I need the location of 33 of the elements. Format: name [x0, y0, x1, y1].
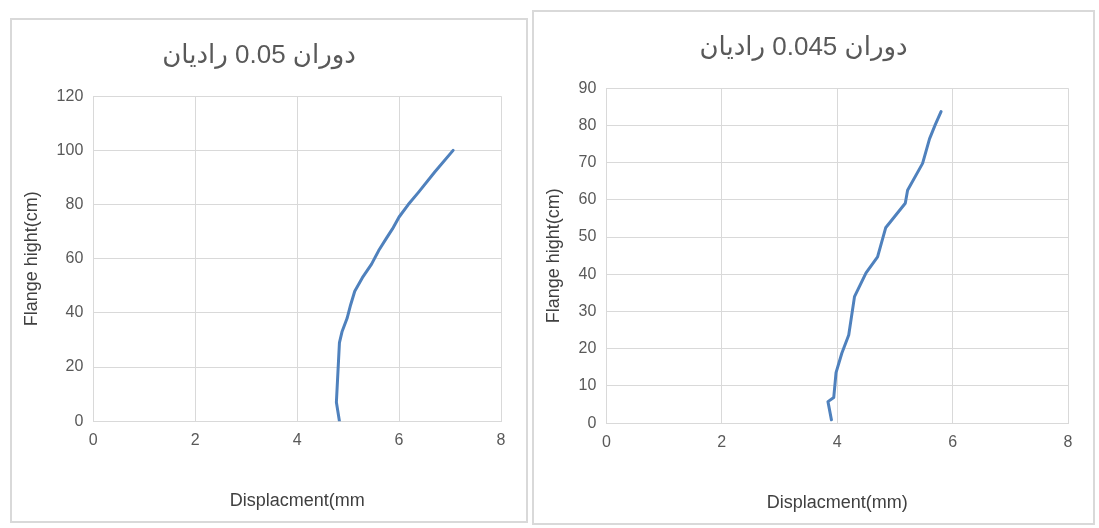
y-tick-label: 70 [578, 153, 597, 171]
x-tick-label: 2 [190, 431, 200, 449]
y-tick-label: 100 [56, 140, 84, 158]
y-axis-title: Flange hight(cm) [542, 188, 563, 324]
x-tick-label: 8 [1063, 433, 1073, 451]
x-tick-label: 8 [496, 431, 506, 449]
y-tick-label: 40 [65, 303, 84, 321]
y-tick-label: 50 [578, 227, 597, 245]
y-axis-title: Flange hight(cm) [20, 191, 41, 327]
y-tick-label: 90 [578, 78, 597, 96]
x-axis-title: Displacment(mm) [766, 492, 908, 513]
y-tick-label: 0 [74, 411, 84, 429]
x-tick-label: 6 [948, 433, 958, 451]
y-tick-label: 80 [578, 115, 597, 133]
y-tick-label: 120 [56, 86, 84, 104]
y-tick-label: 10 [578, 376, 597, 394]
y-tick-label: 80 [65, 194, 84, 212]
y-tick-label: 40 [578, 264, 597, 282]
y-tick-label: 0 [587, 413, 597, 431]
chart-title: دوران 0.045 رادیان [699, 30, 908, 62]
chart-title: دوران 0.05 رادیان [162, 38, 356, 70]
y-tick-label: 30 [578, 301, 597, 319]
x-tick-label: 4 [832, 433, 842, 451]
x-tick-label: 6 [394, 431, 404, 449]
y-tick-label: 20 [65, 357, 84, 375]
x-axis-title: Displacment(mm [229, 490, 365, 511]
y-tick-label: 60 [578, 190, 597, 208]
x-tick-label: 0 [601, 433, 611, 451]
x-tick-label: 4 [292, 431, 302, 449]
x-tick-label: 2 [717, 433, 727, 451]
y-tick-label: 60 [65, 249, 84, 267]
x-tick-label: 0 [88, 431, 98, 449]
y-tick-label: 20 [578, 339, 597, 357]
